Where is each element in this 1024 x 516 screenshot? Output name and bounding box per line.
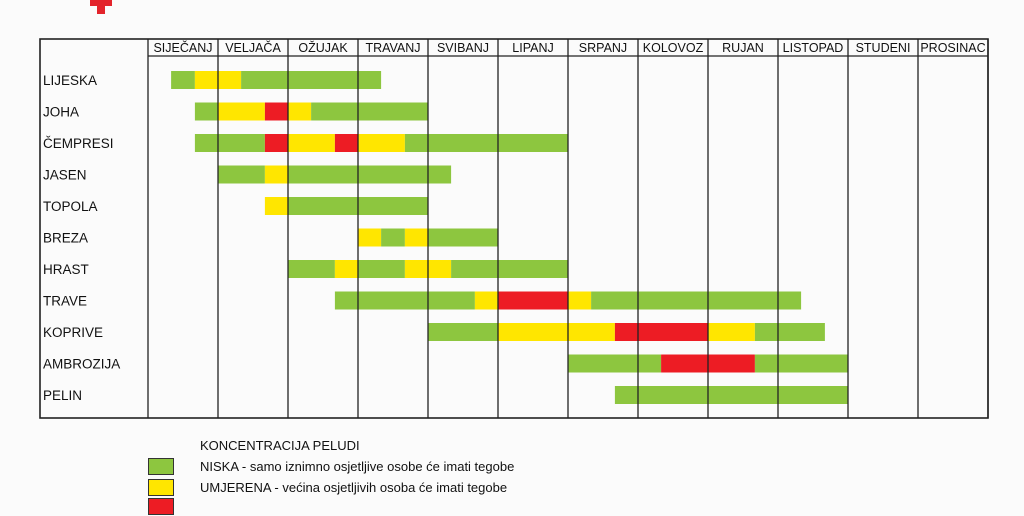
bar-jasen-1 (264, 165, 288, 184)
plant-label-lijeska: LIJESKA (43, 73, 97, 88)
plant-label-pelin: PELIN (43, 388, 82, 403)
bar-lijeska-0 (171, 71, 195, 89)
bar-čempresi-5 (404, 134, 568, 152)
month-label-8: RUJAN (722, 41, 764, 55)
month-label-7: KOLOVOZ (643, 41, 704, 55)
plant-label-joha: JOHA (43, 105, 79, 120)
bar-trave-0 (334, 291, 475, 310)
plant-label-ambrozija: AMBROZIJA (43, 357, 120, 372)
bar-hrast-4 (451, 260, 568, 278)
bar-pelin-0 (614, 386, 848, 404)
bar-lijeska-2 (241, 71, 382, 89)
pollen-calendar-chart: SIJEČANJ VELJAČA OŽUJAK TRAVANJ SVIBANJ LIPAN… (39, 38, 989, 419)
legend-title: KONCENTRACIJA PELUDI (200, 438, 360, 453)
bar-joha-1 (218, 102, 265, 121)
bar-breza-1 (381, 228, 405, 247)
bar-koprive-2 (614, 323, 708, 341)
bar-trave-1 (474, 291, 498, 310)
bar-čempresi-1 (264, 134, 288, 152)
bar-trave-2 (498, 291, 568, 310)
bar-jasen-0 (218, 165, 265, 184)
month-label-9: LISTOPAD (783, 41, 844, 55)
bar-koprive-3 (708, 323, 755, 341)
bar-čempresi-2 (288, 134, 335, 152)
bar-čempresi-0 (194, 134, 265, 152)
bar-ambrozija-2 (754, 354, 848, 373)
bar-joha-2 (264, 102, 288, 121)
bar-joha-3 (288, 102, 312, 121)
month-label-3: TRAVANJ (365, 41, 420, 55)
legend-swatch-moderate (148, 479, 174, 496)
month-label-4: SVIBANJ (437, 41, 489, 55)
bar-čempresi-3 (334, 134, 358, 152)
bar-ambrozija-0 (568, 354, 662, 373)
bar-breza-2 (404, 228, 428, 247)
month-label-11: PROSINAC (920, 41, 985, 55)
bar-jasen-2 (288, 165, 452, 184)
bar-koprive-1 (498, 323, 615, 341)
plant-label-trave: TRAVE (43, 294, 87, 309)
plant-label-jasen: JASEN (43, 168, 87, 183)
bar-breza-0 (358, 228, 382, 247)
bar-trave-3 (568, 291, 592, 310)
bar-trave-4 (591, 291, 802, 310)
bar-hrast-0 (288, 260, 335, 278)
legend-label-low: NISKA - samo iznimno osjetljive osobe će… (200, 459, 515, 474)
bar-breza-3 (428, 228, 498, 247)
month-label-5: LIPANJ (512, 41, 553, 55)
bar-hrast-1 (334, 260, 358, 278)
month-label-0: SIJEČANJ (153, 40, 212, 55)
bar-hrast-2 (358, 260, 405, 278)
month-label-1: VELJAČA (225, 40, 281, 55)
red-cross-icon (90, 0, 112, 14)
bar-topola-0 (264, 197, 288, 215)
plant-label-čempresi: ČEMPRESI (43, 136, 114, 151)
bar-joha-0 (194, 102, 218, 121)
legend-swatch-low (148, 458, 174, 475)
plant-label-koprive: KOPRIVE (43, 325, 103, 340)
bar-čempresi-4 (358, 134, 405, 152)
bar-koprive-0 (428, 323, 498, 341)
plant-label-breza: BREZA (43, 231, 88, 246)
month-label-2: OŽUJAK (298, 40, 348, 55)
legend-label-moderate: UMJERENA - većina osjetljivih osoba će i… (200, 480, 508, 495)
month-label-10: STUDENI (856, 41, 911, 55)
plant-label-hrast: HRAST (43, 262, 89, 277)
month-label-6: SRPANJ (579, 41, 627, 55)
legend-swatch-high (148, 498, 174, 515)
bar-joha-4 (311, 102, 428, 121)
bar-koprive-4 (754, 323, 825, 341)
plant-label-topola: TOPOLA (43, 199, 98, 214)
